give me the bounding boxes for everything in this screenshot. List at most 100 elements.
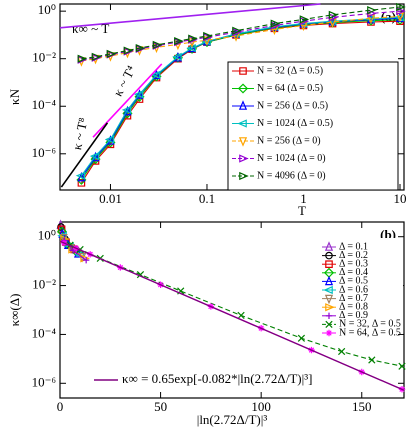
marker	[174, 36, 184, 46]
marker	[203, 31, 213, 41]
marker	[396, 2, 406, 12]
marker	[133, 90, 144, 99]
x-tick-label: 0.01	[99, 191, 122, 206]
marker	[152, 69, 161, 80]
legend-label: Δ = 0.6	[339, 284, 368, 295]
annotation: κ∞ ~ T	[72, 21, 109, 36]
marker	[150, 70, 161, 79]
marker	[325, 312, 333, 319]
marker	[232, 26, 242, 35]
legend-label: N = 256 (Δ = 0)	[257, 135, 321, 146]
marker	[368, 356, 376, 364]
series-line	[80, 16, 401, 177]
marker	[299, 15, 310, 24]
marker	[325, 303, 335, 312]
marker	[338, 347, 346, 356]
x-axis-label: |ln(2.72Δ/T)|³	[197, 412, 268, 427]
legend-label: N = 32, Δ = 0.5	[339, 319, 401, 330]
legend-label: N = 64, Δ = 0.5	[339, 327, 401, 338]
marker	[237, 311, 245, 320]
legend-label: N = 1024 (Δ = 0.5)	[257, 118, 333, 129]
marker	[325, 320, 333, 329]
marker	[237, 119, 247, 128]
y-axis-label: κ∞(Δ)	[7, 294, 22, 327]
legend-label: Δ = 0.7	[339, 293, 368, 304]
x-tick-label: 50	[154, 399, 167, 414]
marker	[121, 105, 132, 115]
marker	[238, 137, 248, 147]
series-line	[81, 10, 401, 61]
marker	[324, 241, 334, 251]
legend-label: N = 256 (Δ = 0.5)	[257, 100, 328, 111]
marker	[324, 294, 334, 305]
legend-label: Δ = 0.9	[339, 310, 368, 321]
x-tick-label: 0.1	[199, 191, 215, 206]
legend-label: Δ = 0.5	[339, 276, 368, 287]
marker	[82, 256, 90, 264]
y-tick-label: 10⁰	[38, 228, 56, 243]
fit-line	[59, 240, 405, 391]
x-tick-label: 150	[352, 399, 372, 414]
marker	[270, 25, 279, 36]
reference-line	[92, 63, 163, 138]
marker	[239, 171, 249, 181]
legend-label: Δ = 0.1	[339, 241, 368, 252]
marker	[367, 6, 377, 15]
marker	[89, 151, 100, 161]
reference-line	[60, 122, 109, 188]
marker	[135, 43, 146, 53]
marker	[152, 40, 163, 50]
marker	[106, 49, 117, 58]
marker	[172, 52, 182, 61]
marker	[57, 223, 65, 231]
marker	[239, 154, 249, 163]
legend-label: N = 1024 (Δ = 0)	[257, 153, 326, 164]
legend-label: Δ = 0.4	[339, 267, 368, 278]
marker	[398, 362, 406, 370]
marker	[328, 10, 339, 19]
marker	[77, 179, 86, 187]
x-tick-label: 0	[57, 399, 64, 414]
marker	[173, 52, 183, 62]
marker	[325, 329, 333, 337]
legend-label: N = 4096 (Δ = 0)	[257, 170, 326, 181]
series-line	[69, 244, 403, 367]
annotation: κ ~ T⁸	[69, 116, 91, 151]
y-tick-label: 10⁻⁴	[32, 325, 57, 340]
marker	[123, 46, 134, 55]
fit-legend-label: κ∞ = 0.65exp[-0.082*|ln(2.72Δ/T)|³]	[122, 371, 312, 386]
plot-frame	[59, 221, 405, 399]
x-tick-label: 10	[394, 191, 407, 206]
marker	[237, 83, 249, 94]
marker	[299, 21, 308, 32]
series-line	[81, 6, 401, 60]
legend-label: Δ = 0.8	[339, 301, 368, 312]
y-tick-label: 10⁻²	[32, 277, 56, 292]
marker	[297, 334, 306, 342]
marker	[396, 7, 406, 16]
x-tick-label: 1	[300, 191, 307, 206]
x-axis-label: T	[298, 203, 306, 218]
y-tick-label: 10⁻⁶	[32, 145, 56, 160]
legend: Δ = 0.1Δ = 0.2Δ = 0.3Δ = 0.4Δ = 0.5Δ = 0…	[318, 238, 403, 338]
marker	[77, 54, 88, 63]
marker	[91, 52, 102, 61]
marker	[104, 135, 115, 144]
marker	[324, 275, 334, 286]
x-tick-label: 100	[251, 399, 271, 414]
legend-box	[227, 61, 399, 191]
legend: N = 32 (Δ = 0.5) N = 64 (Δ = 0.5) N = 256 …	[227, 61, 399, 191]
legend-label: Δ = 0.2	[339, 250, 368, 261]
legend-label: N = 32 (Δ = 0.5)	[257, 65, 323, 76]
y-tick-label: 10⁰	[38, 2, 56, 17]
marker	[323, 285, 333, 295]
y-tick-label: 10⁻⁴	[32, 97, 57, 112]
y-tick-label: 10⁻⁶	[32, 374, 56, 389]
legend-label: Δ = 0.3	[339, 258, 368, 269]
y-axis-label: κN	[7, 88, 22, 105]
y-tick-label: 10⁻²	[32, 50, 56, 65]
marker	[202, 36, 212, 46]
legend-label: N = 64 (Δ = 0.5)	[257, 83, 323, 94]
marker	[75, 171, 86, 180]
